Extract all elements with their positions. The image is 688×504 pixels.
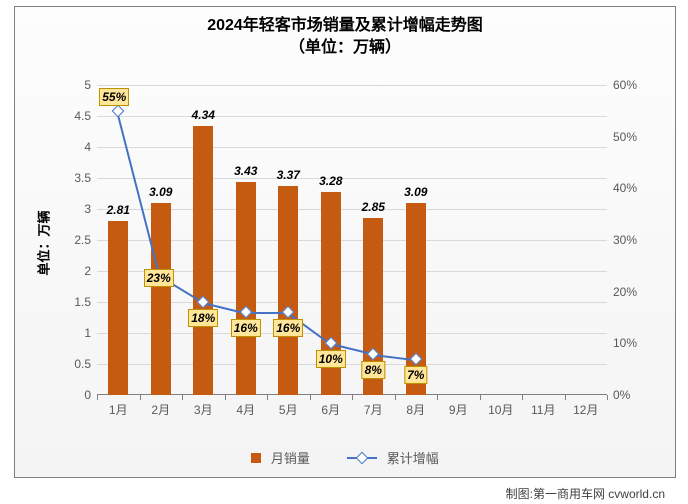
x-tick: 9月 — [449, 401, 468, 418]
x-tick: 4月 — [236, 401, 255, 418]
y-left-tick: 0 — [51, 388, 91, 402]
x-tick: 7月 — [364, 401, 383, 418]
x-tick: 8月 — [406, 401, 425, 418]
x-tick-mark — [565, 395, 566, 400]
line-value-label: 7% — [404, 366, 427, 384]
y-right-tick: 30% — [613, 233, 657, 247]
bar — [108, 221, 128, 395]
x-tick: 2月 — [151, 401, 170, 418]
bar — [151, 203, 171, 395]
x-tick-mark — [140, 395, 141, 400]
bar-value-label: 3.37 — [277, 168, 300, 182]
y-left-tick: 1 — [51, 326, 91, 340]
legend-line-label: 累计增幅 — [387, 451, 439, 466]
bar-value-label: 2.85 — [362, 200, 385, 214]
x-tick-mark — [97, 395, 98, 400]
line-value-label: 16% — [231, 319, 261, 337]
gridline — [97, 240, 607, 241]
line-value-label: 16% — [273, 319, 303, 337]
x-tick-mark — [607, 395, 608, 400]
y-left-tick: 4 — [51, 140, 91, 154]
x-tick: 6月 — [321, 401, 340, 418]
bar — [278, 186, 298, 395]
x-tick-mark — [437, 395, 438, 400]
x-tick: 12月 — [573, 401, 598, 418]
gridline — [97, 147, 607, 148]
x-tick-mark — [395, 395, 396, 400]
chart-title: 2024年轻客市场销量及累计增幅走势图 （单位：万辆） — [15, 7, 675, 58]
y-axis-label: 单位：万辆 — [34, 210, 53, 275]
y-right-tick: 10% — [613, 336, 657, 350]
bar-value-label: 3.09 — [149, 185, 172, 199]
x-tick-mark — [182, 395, 183, 400]
y-left-tick: 3 — [51, 202, 91, 216]
x-tick-mark — [480, 395, 481, 400]
x-tick: 1月 — [109, 401, 128, 418]
bar-value-label: 4.34 — [192, 108, 215, 122]
x-tick: 5月 — [279, 401, 298, 418]
x-tick-mark — [225, 395, 226, 400]
bar-value-label: 3.09 — [404, 185, 427, 199]
bar-value-label: 3.43 — [234, 164, 257, 178]
line-value-label: 23% — [144, 269, 174, 287]
plot-area: 00.511.522.533.544.550%10%20%30%40%50%60… — [97, 85, 607, 395]
bar-value-label: 2.81 — [107, 203, 130, 217]
y-left-tick: 5 — [51, 78, 91, 92]
y-right-tick: 60% — [613, 78, 657, 92]
gridline — [97, 116, 607, 117]
x-tick-mark — [267, 395, 268, 400]
y-left-tick: 3.5 — [51, 171, 91, 185]
y-right-tick: 50% — [613, 130, 657, 144]
title-line1: 2024年轻客市场销量及累计增幅走势图 — [207, 17, 483, 34]
y-left-tick: 2 — [51, 264, 91, 278]
legend: 月销量 累计增幅 — [15, 448, 675, 467]
x-tick-mark — [352, 395, 353, 400]
y-left-tick: 0.5 — [51, 357, 91, 371]
y-right-tick: 40% — [613, 181, 657, 195]
y-left-tick: 2.5 — [51, 233, 91, 247]
legend-swatch-bar — [251, 453, 261, 463]
y-left-tick: 4.5 — [51, 109, 91, 123]
y-left-tick: 1.5 — [51, 295, 91, 309]
legend-bar-label: 月销量 — [271, 451, 310, 466]
title-line2: （单位：万辆） — [289, 39, 401, 56]
gridline — [97, 333, 607, 334]
bar — [236, 182, 256, 395]
line-value-label: 55% — [99, 88, 129, 106]
chart-card: 2024年轻客市场销量及累计增幅走势图 （单位：万辆） 单位：万辆 00.511… — [14, 6, 676, 478]
line-value-label: 18% — [188, 309, 218, 327]
bar — [193, 126, 213, 395]
line-value-label: 10% — [316, 350, 346, 368]
gridline — [97, 178, 607, 179]
x-tick: 10月 — [488, 401, 513, 418]
x-tick: 3月 — [194, 401, 213, 418]
gridline — [97, 209, 607, 210]
bar-value-label: 3.28 — [319, 174, 342, 188]
gridline — [97, 302, 607, 303]
legend-swatch-line — [347, 452, 377, 464]
gridline — [97, 364, 607, 365]
line-value-label: 8% — [362, 361, 385, 379]
x-tick-mark — [522, 395, 523, 400]
gridline — [97, 85, 607, 86]
x-tick: 11月 — [531, 401, 555, 418]
y-right-tick: 20% — [613, 285, 657, 299]
y-right-tick: 0% — [613, 388, 657, 402]
x-tick-mark — [310, 395, 311, 400]
